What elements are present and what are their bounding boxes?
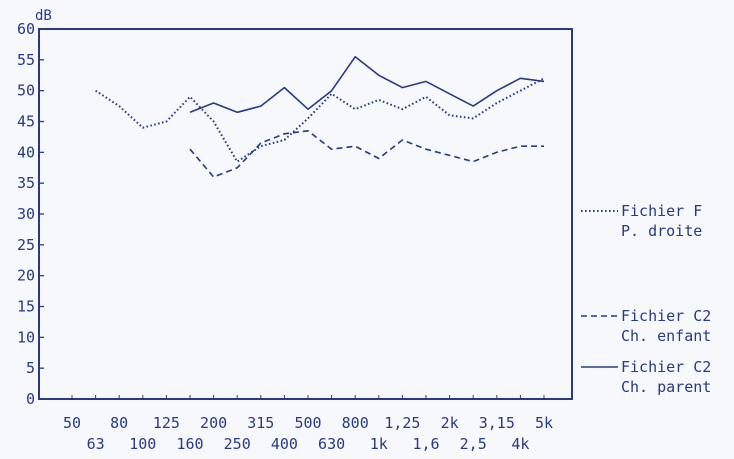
series-line-1 [95,77,545,163]
y-tick-label: 20 [17,267,35,285]
legend-label-1: P. droite [621,222,702,240]
legend-label-3: Fichier C2 [621,358,711,376]
y-tick-label: 35 [17,174,35,192]
y-tick-label: 45 [17,113,35,131]
legend-label-2: Ch. enfant [621,327,711,345]
x-tick-label: 2,5 [460,435,487,453]
y-tick-label: 25 [17,236,35,254]
x-tick-label: 80 [110,414,128,432]
x-tick-label: 630 [318,435,345,453]
y-tick-label: 40 [17,143,35,161]
x-tick-label: 315 [247,414,274,432]
x-tick-label: 50 [63,414,81,432]
y-tick-label: 15 [17,298,35,316]
legend-label-2: Fichier C2 [621,307,711,325]
legend-layer: Fichier F P. droite Fichier C2 Ch. enfant Fi… [581,202,711,396]
x-tick-label: 125 [153,414,180,432]
x-tick-label: 63 [87,435,105,453]
series-line-3 [189,55,545,114]
x-tick-label: 2k [441,414,459,432]
y-tick-label: 60 [17,20,35,38]
x-tick-label: 200 [200,414,227,432]
x-tick-label: 500 [294,414,321,432]
series-line-2 [189,130,544,178]
legend-label-1: Fichier F [621,202,702,220]
x-tick-label: 1k [370,435,388,453]
legend-label-3: Ch. parent [621,378,711,396]
y-tick-label: 5 [26,359,35,377]
x-tick-label: 800 [342,414,369,432]
y-tick-label: 55 [17,51,35,69]
x-tick-label: 4k [511,435,529,453]
x-tick-label: 160 [176,435,203,453]
y-tick-label: 30 [17,205,35,223]
x-tick-label: 1,25 [384,414,420,432]
y-tick-label: 10 [17,328,35,346]
y-tick-label: 0 [26,390,35,408]
x-tick-label: 1,6 [412,435,439,453]
x-tick-label: 400 [271,435,298,453]
series-layer [95,55,545,178]
x-tick-label: 5k [535,414,553,432]
y-tick-label: 50 [17,82,35,100]
y-axis-unit-label: dB [35,8,52,24]
x-tick-label: 3,15 [479,414,515,432]
plot-frame [38,28,573,400]
x-tick-label: 100 [129,435,156,453]
x-tick-label: 250 [224,435,251,453]
